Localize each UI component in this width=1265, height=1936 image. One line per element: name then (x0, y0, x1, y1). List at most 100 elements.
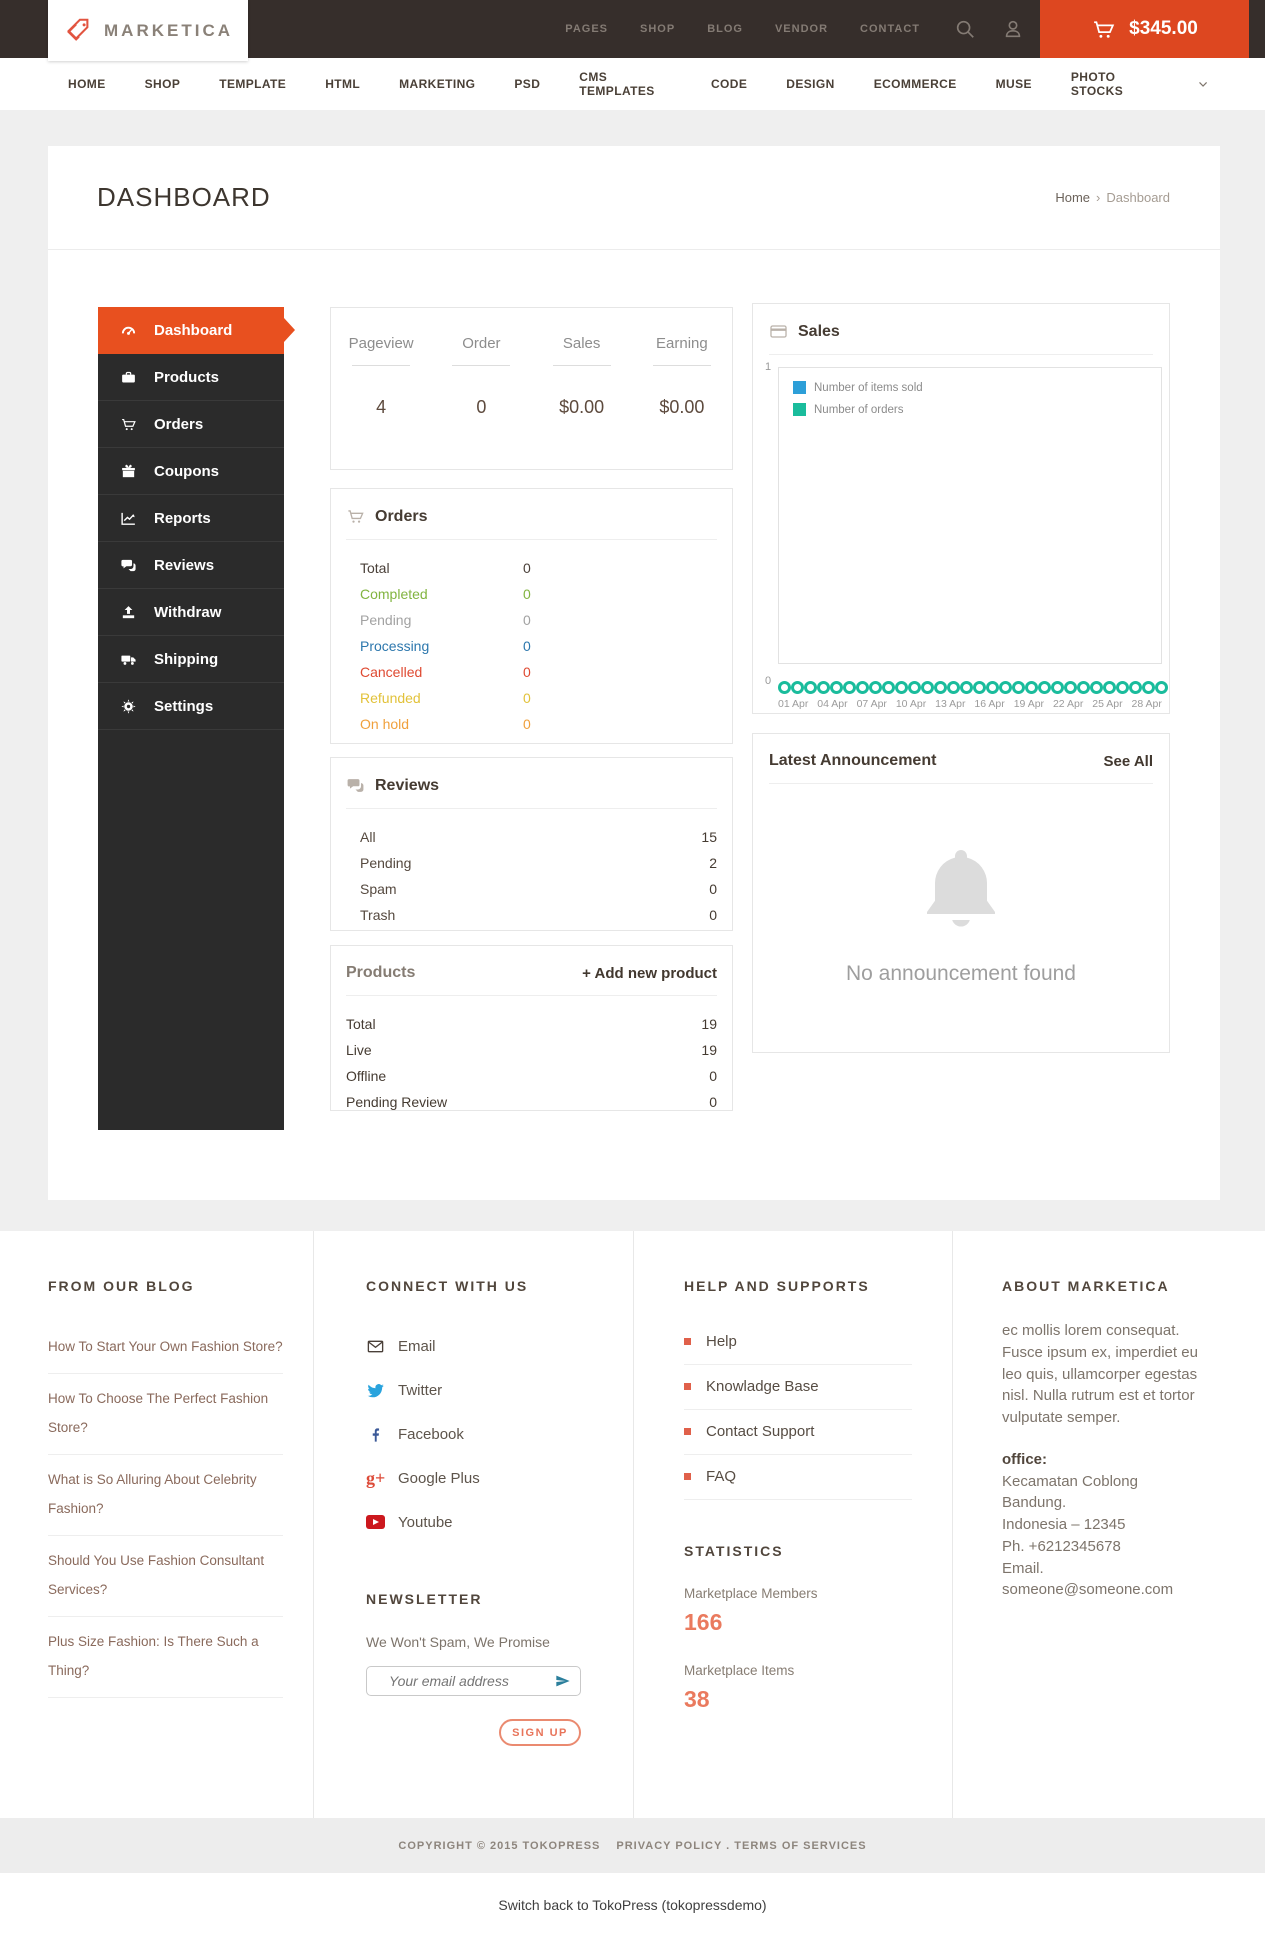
summary-stats-card: Pageview 4 Order 0 Sales $0.00 Earning (330, 307, 733, 470)
nav-cms-templates[interactable]: CMS TEMPLATES (579, 70, 655, 98)
chart-data-point (986, 681, 999, 694)
row-value: 19 (701, 1016, 717, 1032)
reviews-card: Reviews All 15 Pending 2 Spam 0 Trash 0 (330, 757, 733, 931)
blog-link[interactable]: Should You Use Fashion Consultant Servic… (48, 1536, 283, 1617)
social-youtube-link[interactable]: Youtube (366, 1500, 633, 1544)
chart-data-point (1025, 681, 1038, 694)
chart-data-point (960, 681, 973, 694)
review-row-spam[interactable]: Spam 0 (346, 876, 717, 902)
chevron-down-icon[interactable] (1197, 77, 1209, 91)
row-value: 0 (523, 716, 531, 732)
sidebar-item-withdraw[interactable]: Withdraw (98, 589, 284, 636)
nav-ecommerce[interactable]: ECOMMERCE (873, 77, 957, 91)
legend-entry-items-sold: Number of items sold (793, 381, 923, 394)
knowledge-base-link[interactable]: Knowladge Base (684, 1365, 912, 1410)
nav-marketing[interactable]: MARKETING (399, 77, 476, 91)
nav-photo-stocks[interactable]: PHOTO STOCKS (1070, 70, 1124, 98)
twitter-icon (366, 1381, 385, 1400)
about-paragraph: ec mollis lorem consequat. Fusce ipsum e… (1002, 1322, 1198, 1426)
card-title: Products (346, 964, 416, 981)
blog-link[interactable]: How To Choose The Perfect Fashion Store? (48, 1374, 283, 1455)
vendor-sidebar: Dashboard Products Orders Coupons Report… (98, 307, 295, 1130)
chart-data-point (921, 681, 934, 694)
blog-link[interactable]: Plus Size Fashion: Is There Such a Thing… (48, 1617, 283, 1698)
breadcrumb-home[interactable]: Home (1055, 190, 1091, 205)
top-bar: MARKETICA PAGES SHOP BLOG VENDOR CONTACT… (0, 0, 1265, 61)
sidebar-item-dashboard[interactable]: Dashboard (98, 307, 295, 354)
top-nav-blog[interactable]: BLOG (707, 23, 743, 35)
nav-design[interactable]: DESIGN (786, 77, 835, 91)
add-new-product-link[interactable]: + Add new product (582, 964, 717, 982)
social-twitter-link[interactable]: Twitter (366, 1368, 633, 1412)
footer-blog-column: FROM OUR BLOG How To Start Your Own Fash… (48, 1231, 313, 1818)
blog-link[interactable]: How To Start Your Own Fashion Store? (48, 1322, 283, 1374)
nav-muse[interactable]: MUSE (995, 77, 1032, 91)
top-nav-pages[interactable]: PAGES (565, 23, 608, 35)
tag-logo-icon (63, 16, 93, 46)
stat-underline (352, 365, 411, 366)
faq-link[interactable]: FAQ (684, 1455, 912, 1500)
sidebar-label: Withdraw (154, 603, 222, 621)
envelope-icon (366, 1337, 385, 1356)
row-value: 2 (709, 855, 717, 871)
nav-psd[interactable]: PSD (514, 77, 541, 91)
row-label: On hold (360, 716, 410, 732)
sidebar-item-orders[interactable]: Orders (98, 401, 284, 448)
sales-chart-card: Sales 1 0 Number of items sold Number of… (752, 303, 1170, 714)
review-row-pending[interactable]: Pending 2 (346, 850, 717, 876)
brand-logo[interactable]: MARKETICA (48, 0, 248, 61)
cart-button[interactable]: $345.00 (1040, 0, 1249, 58)
contact-support-link[interactable]: Contact Support (684, 1410, 912, 1455)
card-title: Reviews (375, 776, 440, 794)
line-chart-icon (120, 510, 137, 527)
x-axis-tick-label: 10 Apr (895, 698, 927, 710)
nav-html[interactable]: HTML (325, 77, 361, 91)
square-bullet-icon (684, 1338, 691, 1345)
nav-template[interactable]: TEMPLATE (219, 77, 287, 91)
help-link[interactable]: Help (684, 1320, 912, 1365)
newsletter-email-input[interactable] (389, 1673, 549, 1689)
sidebar-label: Shipping (154, 650, 219, 668)
blog-heading: FROM OUR BLOG (48, 1278, 195, 1294)
legal-links[interactable]: PRIVACY POLICY . TERMS OF SERVICES (616, 1839, 867, 1852)
sidebar-item-coupons[interactable]: Coupons (98, 448, 284, 495)
top-nav-vendor[interactable]: VENDOR (774, 23, 829, 35)
review-row-all[interactable]: All 15 (346, 824, 717, 850)
row-label: Total (346, 1016, 376, 1032)
social-facebook-link[interactable]: Facebook (366, 1412, 633, 1456)
nav-home[interactable]: HOME (68, 77, 106, 91)
social-email-link[interactable]: Email (366, 1324, 633, 1368)
gift-icon (120, 463, 137, 480)
card-title: Latest Announcement (769, 752, 937, 769)
sidebar-item-reviews[interactable]: Reviews (98, 542, 284, 589)
row-value: 19 (701, 1042, 717, 1058)
sidebar-item-products[interactable]: Products (98, 354, 284, 401)
sidebar-item-settings[interactable]: Settings (98, 683, 284, 730)
sidebar-label: Products (154, 368, 220, 386)
nav-code[interactable]: CODE (710, 77, 748, 91)
row-value: 0 (709, 881, 717, 897)
product-row-total: Total 19 (346, 1011, 717, 1037)
user-icon[interactable] (1002, 18, 1024, 40)
social-googleplus-link[interactable]: g+ Google Plus (366, 1456, 633, 1500)
chart-points (778, 681, 1168, 694)
search-icon[interactable] (954, 18, 976, 40)
review-row-trash[interactable]: Trash 0 (346, 902, 717, 928)
top-nav-contact[interactable]: CONTACT (860, 23, 920, 35)
send-icon[interactable] (555, 1673, 571, 1689)
x-axis-tick-label: 22 Apr (1052, 698, 1084, 710)
switch-back-link[interactable]: Switch back to TokoPress (tokopressdemo) (498, 1896, 767, 1913)
sidebar-item-reports[interactable]: Reports (98, 495, 284, 542)
see-all-link[interactable]: See All (1103, 752, 1153, 770)
about-heading: ABOUT MARKETICA (1002, 1278, 1170, 1294)
nav-shop[interactable]: SHOP (144, 77, 181, 91)
chart-data-point (882, 681, 895, 694)
x-axis-tick-label: 19 Apr (1013, 698, 1045, 710)
sidebar-item-shipping[interactable]: Shipping (98, 636, 284, 683)
stat-underline (652, 365, 711, 366)
blog-link[interactable]: What is So Alluring About Celebrity Fash… (48, 1455, 283, 1536)
cart-icon (1091, 17, 1116, 42)
top-nav-shop[interactable]: SHOP (640, 23, 676, 35)
signup-button[interactable]: SIGN UP (499, 1719, 581, 1746)
footer-connect-column: CONNECT WITH US Email Twitter Facebook g… (313, 1231, 633, 1818)
